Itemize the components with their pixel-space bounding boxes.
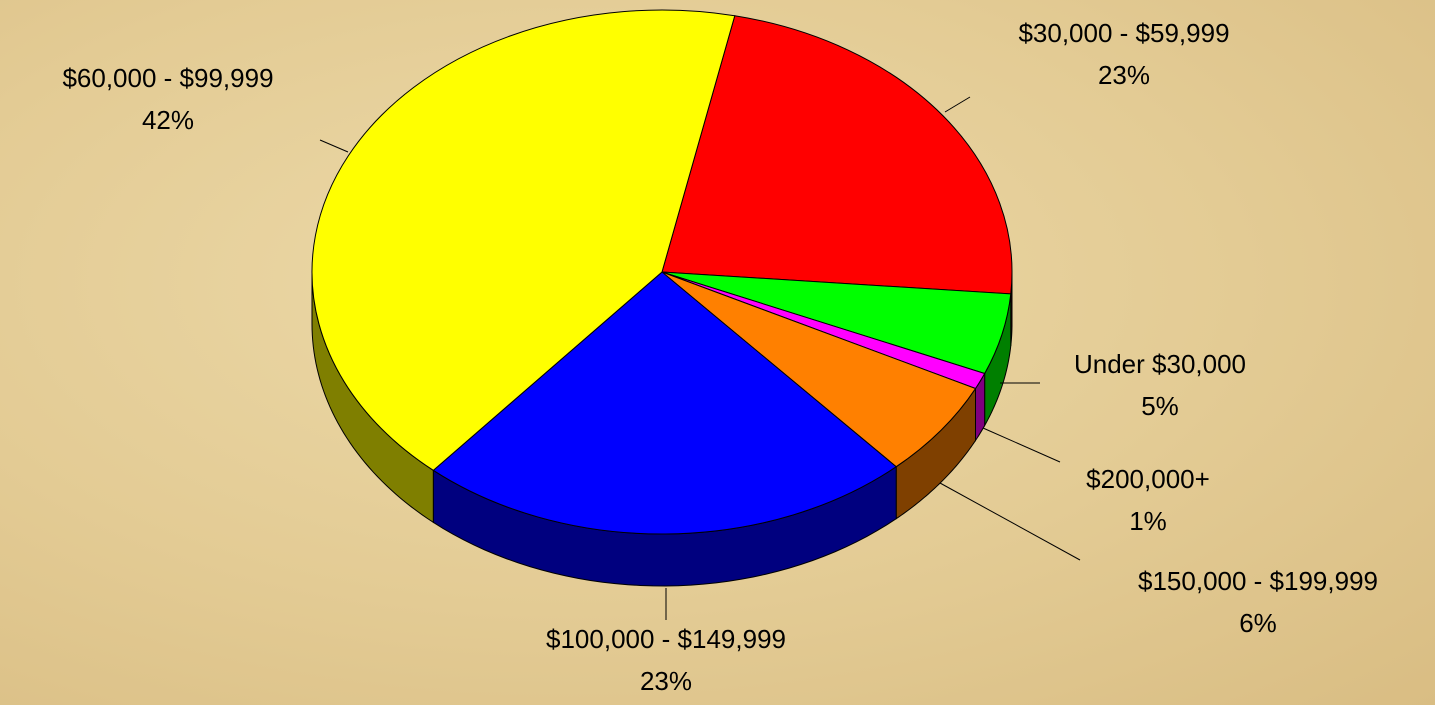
value-label: 5% <box>1141 391 1179 421</box>
category-label: $150,000 - $199,999 <box>1138 566 1378 596</box>
value-label: 1% <box>1129 506 1167 536</box>
value-label: 6% <box>1239 608 1277 638</box>
category-label: $60,000 - $99,999 <box>62 63 273 93</box>
category-label: $30,000 - $59,999 <box>1018 18 1229 48</box>
category-label: $100,000 - $149,999 <box>546 624 786 654</box>
slice <box>661 15 1013 295</box>
leader-line <box>982 427 1061 463</box>
value-label: 23% <box>640 666 692 696</box>
category-label: Under $30,000 <box>1074 349 1246 379</box>
slice <box>311 9 736 471</box>
category-label: $200,000+ <box>1086 464 1210 494</box>
leader-line <box>939 482 1081 561</box>
value-label: 23% <box>1098 60 1150 90</box>
value-label: 42% <box>142 105 194 135</box>
leader-line <box>319 139 349 153</box>
slice <box>661 271 977 468</box>
slice <box>432 271 898 535</box>
leader-line <box>944 96 971 113</box>
